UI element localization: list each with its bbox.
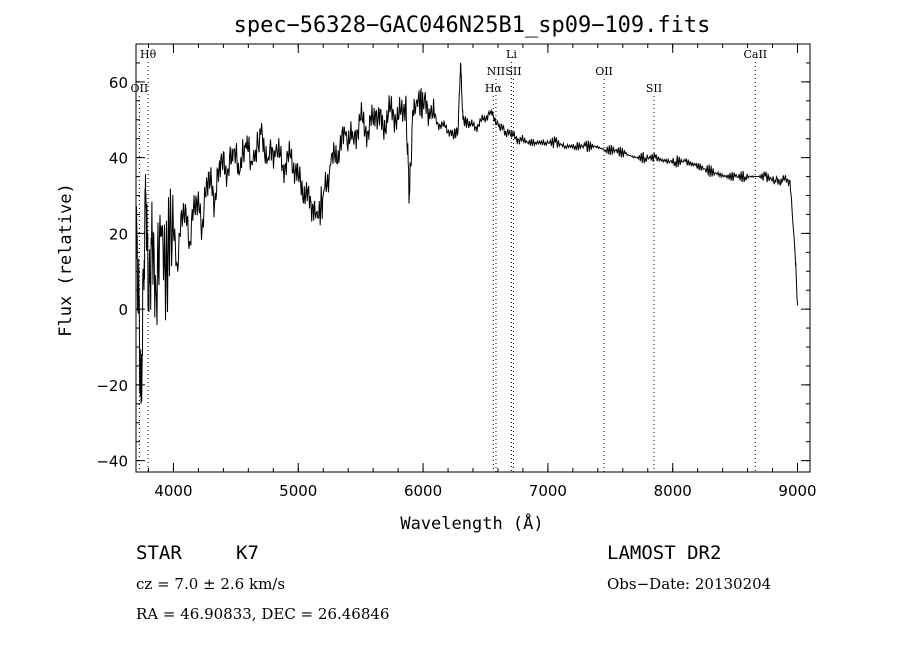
spectrum-line: [135, 62, 798, 404]
redshift-value: cz = 7.0 ± 2.6 km/s: [136, 575, 286, 593]
obs-date: Obs−Date: 20130204: [607, 575, 772, 593]
object-class: STAR: [136, 542, 182, 564]
line-marker-label: Hθ: [140, 48, 157, 61]
y-tick-label: 0: [118, 301, 128, 319]
coordinates: RA = 46.90833, DEC = 26.46846: [136, 605, 390, 623]
x-tick-label: 6000: [404, 482, 442, 500]
y-tick-label: 60: [109, 74, 128, 92]
x-tick-label: 5000: [279, 482, 317, 500]
chart-title: spec−56328−GAC046N25B1_sp09−109.fits: [234, 13, 711, 38]
x-tick-label: 8000: [654, 482, 692, 500]
axes: 4000 5000 6000 7000 8000 9000 −40 −20 0 20 40 60: [96, 43, 817, 500]
y-tick-label: −20: [96, 377, 128, 395]
x-tick-label: 9000: [778, 482, 816, 500]
y-tick-label: 20: [109, 225, 128, 243]
line-marker-label: Hα: [485, 82, 503, 95]
line-marker-label: OII: [595, 65, 613, 78]
survey-name: LAMOST DR2: [607, 542, 722, 564]
y-tick-label: −40: [96, 453, 128, 471]
y-axis-label: Flux (relative): [56, 183, 76, 337]
plot-frame: [135, 43, 811, 473]
line-marker-label: OII: [131, 82, 149, 95]
x-axis-label: Wavelength (Å): [400, 512, 543, 534]
x-tick-label: 7000: [529, 482, 567, 500]
x-tick-label: 4000: [154, 482, 192, 500]
y-tick-label: 40: [109, 150, 128, 168]
line-marker-label: NII: [487, 65, 505, 78]
line-marker-label: SII: [646, 82, 662, 95]
object-subclass: K7: [236, 542, 259, 564]
line-marker-label: SII: [505, 65, 521, 78]
line-marker-label: CaII: [743, 48, 767, 61]
line-marker-label: Li: [506, 48, 517, 61]
